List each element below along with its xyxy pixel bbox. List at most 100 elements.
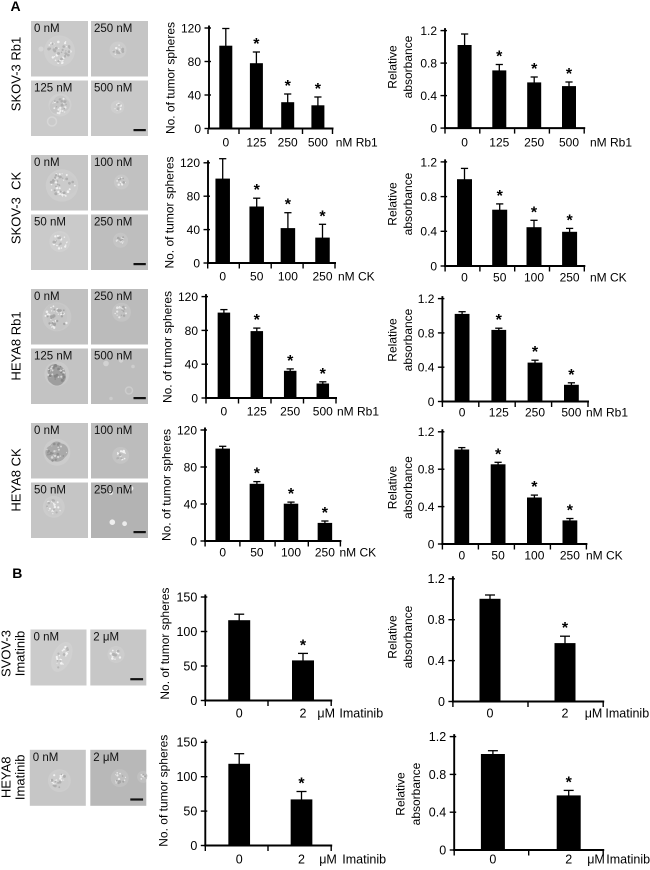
svg-text:No. of tumor spheres: No. of tumor spheres [163, 22, 177, 134]
svg-text:100: 100 [524, 548, 544, 562]
svg-text:125: 125 [489, 135, 509, 149]
svg-text:Imatinib: Imatinib [606, 853, 650, 867]
svg-text:No. of tumor spheres: No. of tumor spheres [157, 735, 171, 847]
svg-text:80: 80 [187, 190, 201, 204]
svg-text:nM CK: nM CK [590, 270, 627, 284]
svg-text:*: * [298, 776, 305, 793]
svg-text:1.2: 1.2 [420, 155, 437, 169]
svg-text:*: * [497, 188, 504, 205]
svg-text:0: 0 [461, 270, 468, 284]
svg-text:100 nM: 100 nM [94, 425, 132, 437]
svg-text:80: 80 [185, 324, 199, 338]
svg-text:250: 250 [278, 135, 298, 149]
svg-text:*: * [285, 197, 292, 214]
svg-text:0: 0 [459, 405, 466, 419]
svg-text:100 nM: 100 nM [94, 157, 132, 169]
svg-text:125 nM: 125 nM [34, 83, 72, 95]
svg-text:50 nM: 50 nM [34, 485, 66, 497]
svg-text:500: 500 [308, 135, 328, 149]
svg-text:50: 50 [250, 546, 264, 560]
svg-text:0: 0 [428, 537, 435, 551]
svg-text:0: 0 [438, 695, 445, 709]
svg-text:μM: μM [319, 853, 337, 867]
svg-text:250: 250 [312, 269, 332, 283]
svg-text:40: 40 [188, 88, 202, 102]
svg-text:40: 40 [184, 497, 198, 511]
svg-text:*: * [254, 312, 261, 329]
svg-text:*: * [496, 49, 503, 66]
svg-text:Imatinib: Imatinib [339, 706, 383, 720]
svg-text:100: 100 [281, 546, 301, 560]
svg-text:0 nM: 0 nM [34, 23, 60, 35]
svg-text:1.2: 1.2 [418, 425, 435, 439]
svg-text:SVOV-3: SVOV-3 [0, 630, 13, 677]
svg-text:80: 80 [184, 460, 198, 474]
svg-text:Relative: Relative [386, 318, 400, 362]
svg-text:SKOV-3 Rb1: SKOV-3 Rb1 [9, 37, 24, 111]
svg-text:*: * [496, 312, 503, 329]
svg-text:0.8: 0.8 [420, 57, 437, 71]
svg-text:50: 50 [491, 548, 505, 562]
svg-text:nM CK: nM CK [340, 546, 377, 560]
svg-text:absorbance: absorbance [401, 35, 415, 98]
svg-text:250: 250 [560, 548, 580, 562]
svg-text:nM Rb1: nM Rb1 [590, 135, 632, 149]
svg-text:absorbance: absorbance [401, 605, 415, 668]
svg-text:0.4: 0.4 [428, 654, 445, 668]
svg-text:SKOV-3 CK: SKOV-3 CK [9, 172, 24, 245]
svg-text:2 μM: 2 μM [93, 632, 119, 644]
svg-text:absorbance: absorbance [401, 308, 415, 371]
svg-text:120: 120 [181, 21, 201, 35]
svg-text:500 nM: 500 nM [94, 83, 132, 95]
svg-text:μM: μM [317, 706, 335, 720]
svg-text:0: 0 [221, 404, 228, 418]
svg-text:125 nM: 125 nM [34, 351, 72, 363]
svg-text:nM Rb1: nM Rb1 [586, 405, 628, 419]
svg-text:0 nM: 0 nM [34, 425, 60, 437]
svg-text:HEYA8 CK: HEYA8 CK [9, 448, 24, 512]
svg-text:0: 0 [190, 694, 197, 708]
svg-text:250: 250 [280, 404, 300, 418]
svg-text:50: 50 [183, 805, 197, 819]
svg-text:*: * [300, 637, 307, 654]
svg-text:250 nM: 250 nM [94, 485, 132, 497]
svg-text:2: 2 [565, 853, 572, 867]
svg-text:0.4: 0.4 [420, 89, 437, 103]
svg-text:*: * [285, 78, 292, 95]
svg-text:Relative: Relative [386, 182, 400, 226]
svg-text:Imatinib: Imatinib [605, 706, 649, 720]
svg-text:Relative: Relative [386, 615, 400, 659]
svg-text:0: 0 [190, 534, 197, 548]
svg-text:0: 0 [236, 853, 243, 867]
svg-text:Imatinib: Imatinib [342, 853, 386, 867]
svg-text:0.4: 0.4 [418, 500, 435, 514]
svg-text:125: 125 [246, 135, 266, 149]
svg-text:500 nM: 500 nM [94, 351, 132, 363]
svg-text:0 nM: 0 nM [34, 632, 60, 644]
svg-text:500: 500 [559, 135, 579, 149]
svg-text:0.8: 0.8 [418, 326, 435, 340]
svg-text:125: 125 [489, 405, 509, 419]
svg-text:*: * [566, 774, 573, 791]
svg-text:nM CK: nM CK [338, 269, 375, 283]
svg-text:*: * [532, 344, 539, 361]
svg-text:Imatinib: Imatinib [12, 631, 27, 677]
svg-text:Relative: Relative [394, 772, 408, 816]
svg-text:HEYA8: HEYA8 [0, 756, 13, 798]
svg-text:50: 50 [183, 659, 197, 673]
svg-text:0 nM: 0 nM [33, 752, 59, 764]
svg-text:B: B [12, 565, 22, 581]
svg-text:150: 150 [176, 736, 197, 750]
svg-text:1.2: 1.2 [420, 24, 437, 38]
svg-text:120: 120 [180, 156, 200, 170]
svg-text:250 nM: 250 nM [94, 23, 132, 35]
svg-text:No. of tumor spheres: No. of tumor spheres [158, 588, 172, 700]
svg-text:Relative: Relative [386, 466, 400, 510]
svg-text:0: 0 [193, 256, 200, 270]
svg-text:100: 100 [278, 269, 298, 283]
svg-text:No. of tumor spheres: No. of tumor spheres [159, 429, 173, 541]
svg-text:100: 100 [176, 770, 197, 784]
svg-text:*: * [531, 204, 538, 221]
svg-text:100: 100 [176, 625, 197, 639]
svg-text:1.2: 1.2 [429, 730, 446, 744]
